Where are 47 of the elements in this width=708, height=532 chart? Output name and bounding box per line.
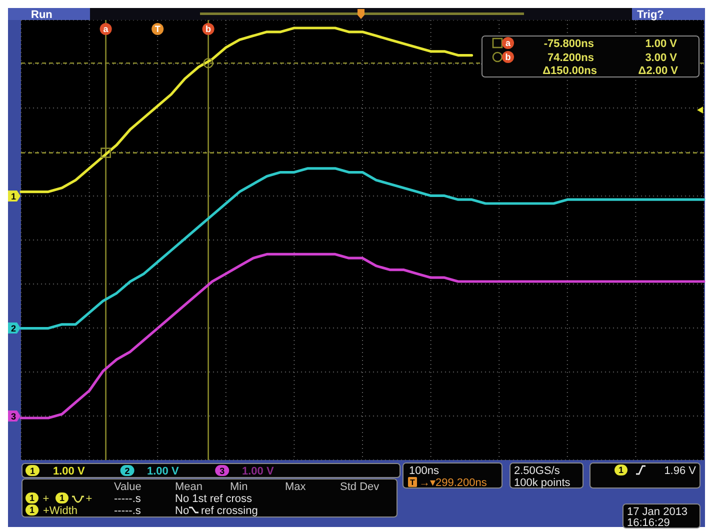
text: 1.00 V — [53, 466, 86, 478]
text: Max — [285, 481, 306, 493]
series-label: 3 — [10, 411, 16, 422]
annotation: b — [206, 24, 212, 34]
text: 2.50GS/s — [514, 465, 560, 477]
annotation: Δ2.00 V — [638, 65, 679, 77]
text: No — [175, 505, 190, 517]
text: 1 — [30, 466, 36, 476]
annotation: 74.200ns — [548, 52, 594, 64]
text: 1.96 V — [664, 465, 697, 477]
legend-label: 1 — [59, 493, 65, 504]
text: 1.00 V — [147, 466, 180, 478]
text: 100k points — [514, 477, 571, 489]
text: 2 — [124, 466, 130, 476]
series-label: 2 — [10, 323, 16, 334]
annotation: b — [505, 52, 512, 62]
text: 16:16:29 — [627, 517, 670, 529]
text: T — [410, 478, 416, 487]
text: ref crossing — [201, 505, 258, 517]
text: Mean — [175, 481, 203, 493]
text: →▾299.200ns — [419, 477, 488, 489]
text: + — [42, 493, 50, 505]
annotation: a — [103, 24, 110, 34]
annotation: T — [154, 24, 161, 34]
text: Min — [230, 481, 248, 493]
annotation: 1.00 V — [645, 38, 678, 50]
text: Trig? — [637, 9, 664, 21]
text: 17 Jan 2013 — [627, 506, 688, 518]
text: + — [86, 493, 92, 505]
annotation: 3.00 V — [645, 52, 678, 64]
text: 1 — [29, 505, 35, 516]
text: 3 — [220, 466, 225, 476]
text: -----.s — [114, 493, 142, 505]
text: Value — [114, 481, 142, 493]
text: 1.00 V — [242, 466, 274, 478]
text: +Width — [43, 505, 78, 517]
text: No 1st ref cross — [175, 493, 253, 505]
text: Run — [31, 9, 53, 21]
text: 1 — [29, 493, 35, 504]
text: 1 — [618, 465, 624, 476]
text: Std Dev — [340, 481, 380, 493]
annotation: -75.800ns — [544, 38, 594, 50]
text: -----.s — [114, 505, 142, 517]
text: 100ns — [409, 465, 440, 477]
text: 1 — [10, 191, 16, 202]
annotation: a — [505, 38, 512, 48]
annotation: Δ150.00ns — [542, 65, 597, 77]
